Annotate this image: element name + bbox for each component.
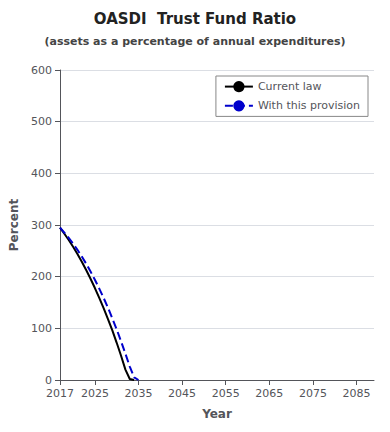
svg-text:Year: Year [201, 407, 232, 421]
svg-text:2055: 2055 [212, 387, 240, 400]
svg-text:0: 0 [45, 374, 52, 387]
svg-text:OASDI Trust Fund Ratio: OASDI Trust Fund Ratio [94, 10, 296, 28]
svg-text:200: 200 [31, 270, 52, 283]
svg-text:Percent: Percent [7, 199, 21, 252]
svg-text:2035: 2035 [125, 387, 153, 400]
svg-text:300: 300 [31, 219, 52, 232]
svg-text:400: 400 [31, 167, 52, 180]
svg-text:100: 100 [31, 322, 52, 335]
svg-text:With this provision: With this provision [258, 99, 360, 112]
svg-text:2017: 2017 [46, 387, 74, 400]
svg-text:2025: 2025 [81, 387, 109, 400]
svg-text:500: 500 [31, 115, 52, 128]
svg-text:Current law: Current law [258, 80, 322, 93]
svg-text:600: 600 [31, 64, 52, 77]
svg-text:2085: 2085 [343, 387, 371, 400]
svg-text:(assets as a percentage of ann: (assets as a percentage of annual expend… [44, 35, 345, 48]
svg-text:2075: 2075 [299, 387, 327, 400]
svg-text:2045: 2045 [168, 387, 196, 400]
svg-text:2065: 2065 [255, 387, 283, 400]
